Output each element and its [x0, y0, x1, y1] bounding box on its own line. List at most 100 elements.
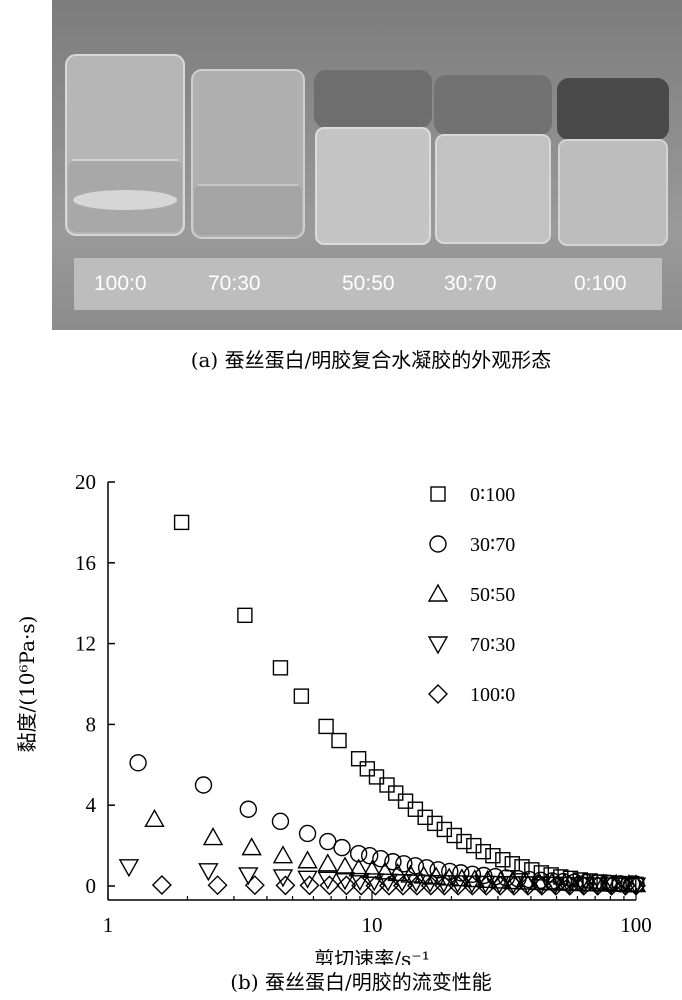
data-point [118, 859, 140, 878]
sample-label: 0:100 [574, 272, 627, 295]
data-point [365, 875, 386, 896]
data-point [518, 875, 539, 896]
data-point [436, 821, 453, 838]
y-axis-label: 黏度/(10⁶Pa·s) [15, 616, 39, 753]
data-point [299, 875, 320, 896]
y-tick-label: 8 [86, 712, 97, 736]
vial-70-30 [191, 69, 305, 239]
vial-50-50 [314, 70, 432, 245]
data-point [545, 875, 566, 896]
data-point [475, 843, 492, 860]
data-point [333, 838, 351, 857]
series-square [173, 514, 644, 893]
legend-label: 50∶50 [470, 584, 515, 606]
figure-a-caption: (a) 蚕丝蛋白/明胶复合水凝胶的外观形态 [190, 348, 552, 372]
data-point [331, 732, 347, 749]
data-point [456, 833, 472, 850]
y-tick-label: 16 [75, 551, 96, 575]
data-point [202, 827, 224, 846]
data-point [388, 785, 404, 801]
data-point [275, 875, 296, 896]
data-point [372, 850, 390, 868]
data-point [433, 875, 454, 894]
data-point [567, 873, 588, 892]
data-point [361, 859, 383, 878]
data-point [379, 777, 395, 793]
data-point [173, 514, 190, 531]
data-point [244, 875, 265, 896]
data-point [587, 875, 608, 896]
legend-marker [428, 684, 448, 704]
data-point [334, 856, 356, 875]
legend-label: 0∶100 [470, 484, 515, 506]
data-point [462, 875, 483, 896]
data-point [387, 863, 408, 882]
data-point [417, 809, 433, 826]
data-point [476, 875, 497, 896]
data-point [447, 875, 468, 894]
data-point [601, 875, 622, 896]
legend-marker [427, 636, 449, 655]
data-point [374, 861, 396, 880]
data-point [434, 875, 455, 896]
data-point [407, 801, 424, 817]
data-point [466, 837, 482, 854]
y-tick-label: 20 [75, 470, 96, 494]
figure-b-caption: (b) 蚕丝蛋白/明胶的流变性能 [230, 970, 492, 994]
data-point [580, 873, 601, 892]
legend-marker [429, 535, 447, 553]
data-point [406, 875, 427, 896]
data-point [593, 873, 614, 892]
data-point [420, 875, 441, 896]
legend-marker [427, 583, 449, 602]
sample-label: 50:50 [342, 272, 395, 295]
hydrogel-photo [52, 0, 682, 330]
data-point [503, 875, 524, 896]
data-point [452, 864, 470, 882]
legend-marker [430, 486, 446, 502]
data-point [207, 875, 228, 896]
data-point [350, 751, 367, 767]
data-point [441, 862, 459, 881]
data-point [397, 793, 414, 809]
sample-labels: 100:0 70:30 50:50 30:70 0:100 [52, 258, 682, 310]
data-point [573, 875, 594, 896]
x-axis-label: 剪切速率/s⁻¹ [314, 947, 430, 965]
y-tick-label: 0 [86, 874, 97, 898]
legend-label: 100∶0 [470, 684, 515, 706]
data-point [317, 871, 338, 890]
y-tick-label: 4 [86, 793, 97, 817]
data-point [351, 875, 372, 896]
vial-0-100 [557, 78, 669, 246]
sample-label: 100:0 [94, 272, 147, 295]
data-point [625, 877, 647, 896]
viscosity-chart: 0 4 8 12 16 20 1 10 100 剪切速率/s⁻¹ 黏度/(10⁶Pa·s) 0∶10… [15, 470, 652, 965]
data-point [516, 871, 537, 890]
data-point [615, 875, 636, 896]
series-diamond [151, 875, 646, 896]
data-point [272, 660, 289, 676]
data-point [297, 850, 318, 869]
data-point [485, 848, 501, 864]
sample-label: 30:70 [444, 272, 497, 295]
vial-30-70 [434, 75, 552, 244]
x-tick-label: 10 [362, 913, 383, 937]
data-point [495, 852, 511, 868]
x-tick-label: 1 [103, 913, 114, 937]
data-point [514, 859, 530, 875]
data-point [392, 875, 413, 896]
legend-label: 30∶70 [470, 534, 515, 556]
data-point [427, 815, 443, 832]
data-point [319, 832, 337, 851]
data-point [336, 875, 357, 896]
x-tick-label: 100 [620, 913, 652, 937]
data-point [490, 875, 511, 896]
data-point [531, 875, 552, 896]
vial-100-0 [65, 54, 185, 236]
data-point [559, 875, 580, 896]
data-point [272, 845, 294, 864]
data-point [293, 688, 310, 704]
data-point [395, 855, 413, 873]
data-point [237, 607, 253, 624]
data-point [239, 800, 258, 818]
